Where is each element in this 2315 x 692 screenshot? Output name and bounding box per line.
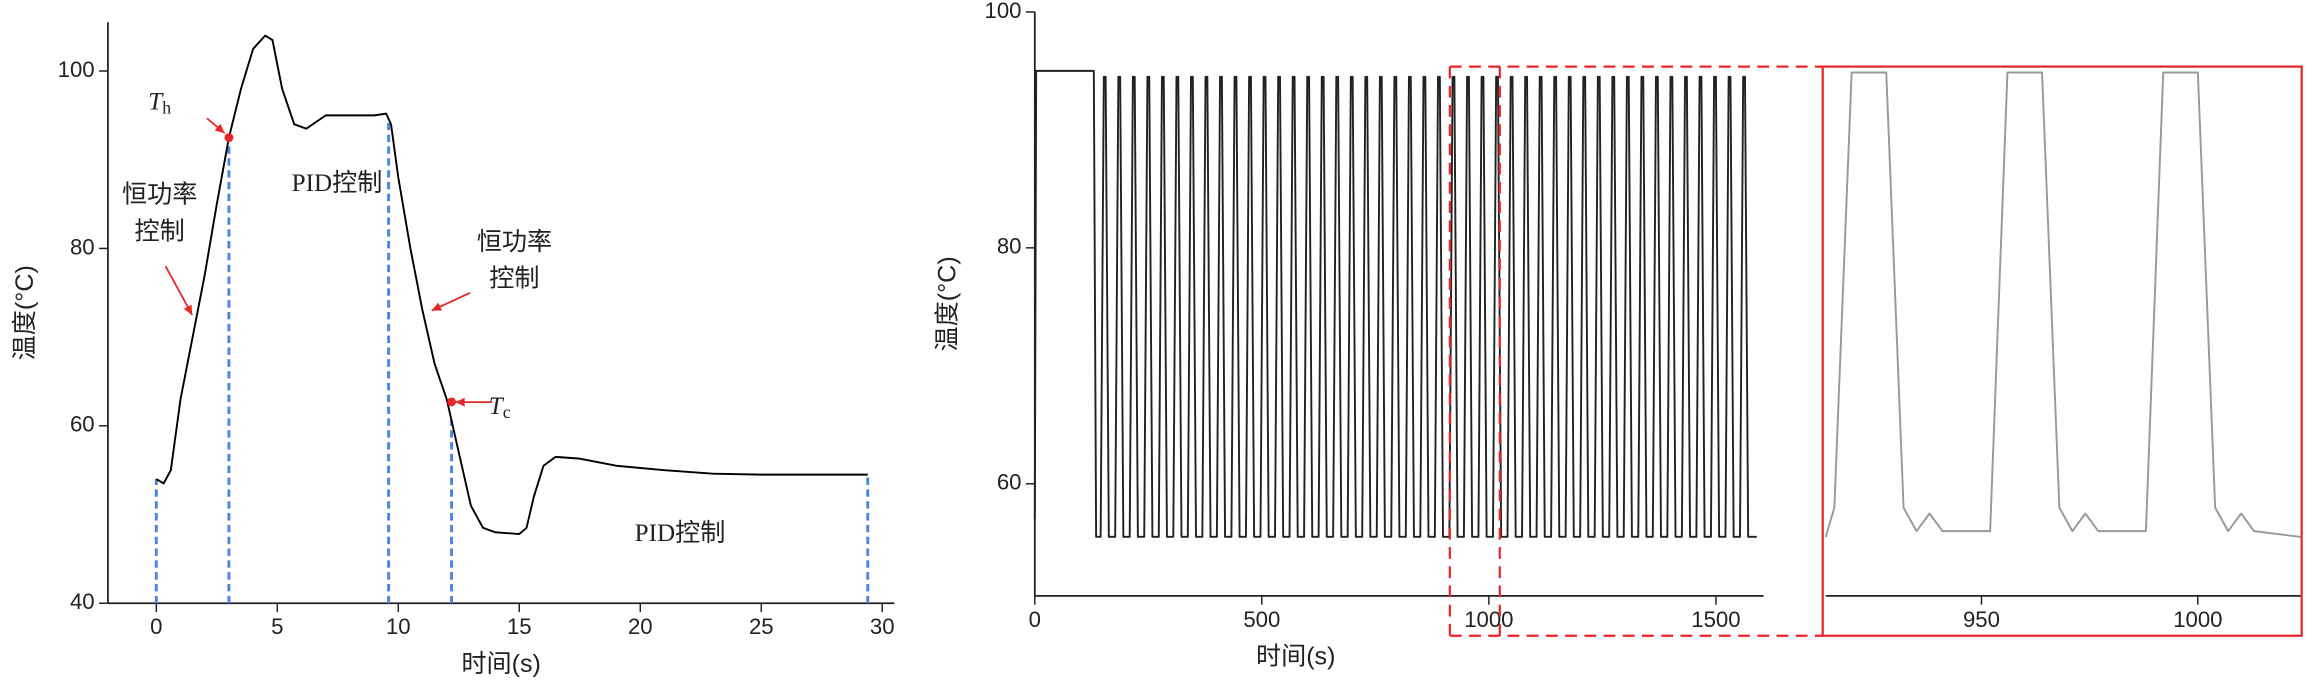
- y-tick-label: 100: [58, 57, 95, 82]
- x-tick-label: 950: [1963, 607, 2000, 632]
- data-line: [1033, 69, 1757, 538]
- annotation-sub: c: [503, 402, 511, 422]
- data-line: [1824, 71, 2302, 538]
- x-tick-label: 10: [386, 614, 411, 639]
- y-tick-label: 60: [70, 412, 95, 437]
- annotation-sub: h: [162, 98, 171, 118]
- arrow-head: [214, 123, 225, 134]
- annotation: 控制: [135, 217, 185, 245]
- y-tick-label: 80: [997, 234, 1022, 259]
- annotation-text: T: [489, 393, 505, 420]
- data-line: [155, 34, 868, 535]
- arrow-head: [431, 302, 443, 311]
- y-axis-label: 温度(°C): [934, 256, 962, 351]
- x-tick-label: 15: [507, 614, 532, 639]
- annotation: Th: [148, 88, 171, 117]
- x-tick-label: 1000: [1464, 607, 1513, 632]
- annotation-text: PID控制: [292, 169, 383, 197]
- annotation: 控制: [489, 265, 539, 293]
- y-tick-label: 40: [70, 589, 95, 614]
- arrow-head: [183, 304, 193, 315]
- y-tick-label: 80: [70, 234, 95, 259]
- y-axis-label: 温度(°C): [11, 265, 39, 360]
- annotation: PID控制: [635, 519, 726, 547]
- x-axis-label: 时间(s): [1256, 643, 1336, 671]
- x-tick-label: 20: [628, 614, 653, 639]
- y-tick-label: 100: [985, 0, 1022, 23]
- inset-frame: [1821, 65, 2303, 637]
- point-marker: [447, 397, 456, 407]
- y-tick-label: 60: [997, 470, 1022, 495]
- annotation: Tc: [489, 393, 511, 422]
- x-tick-label: 1000: [2173, 607, 2222, 632]
- annotation-text: PID控制: [635, 519, 726, 547]
- x-tick-label: 0: [150, 614, 162, 639]
- x-tick-label: 25: [749, 614, 774, 639]
- x-tick-label: 1500: [1691, 607, 1740, 632]
- point-marker: [224, 133, 234, 142]
- annotation: PID控制: [292, 169, 383, 197]
- annotation: 恒功率: [122, 180, 197, 208]
- x-tick-label: 30: [870, 614, 895, 639]
- annotation-text: T: [148, 88, 164, 115]
- arrow-head: [455, 397, 465, 407]
- annotation: 恒功率: [477, 228, 552, 256]
- x-axis-label: 时间(s): [461, 650, 541, 678]
- x-tick-label: 5: [271, 614, 283, 639]
- x-tick-label: 0: [1029, 607, 1041, 632]
- x-tick-label: 500: [1243, 607, 1280, 632]
